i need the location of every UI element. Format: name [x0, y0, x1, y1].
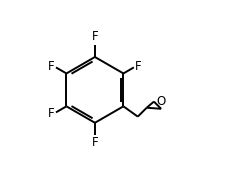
Text: F: F [48, 60, 54, 73]
Text: F: F [91, 137, 98, 150]
Text: F: F [48, 107, 54, 120]
Text: F: F [91, 30, 98, 43]
Text: O: O [155, 95, 165, 108]
Text: F: F [135, 60, 141, 73]
